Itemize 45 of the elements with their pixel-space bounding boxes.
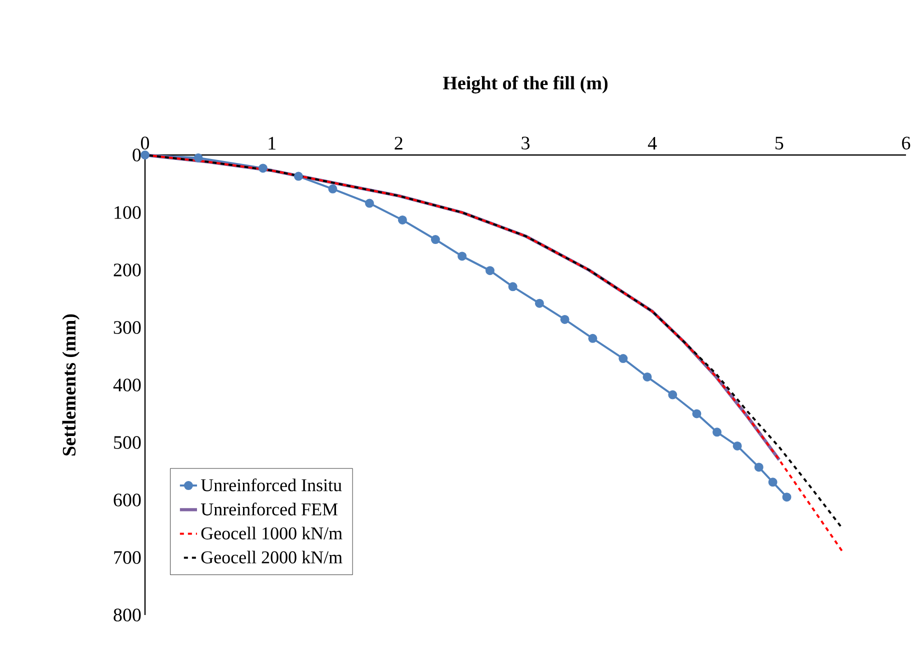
y-tick-label: 200 [114,264,141,276]
point [560,314,570,324]
point [294,172,303,181]
point [458,252,467,261]
legend-label: Geocell 1000 kN/m [201,526,342,540]
point [534,298,544,308]
point [668,390,678,400]
point [692,409,702,418]
x-tick-label: 3 [522,136,530,150]
y-tick-label: 600 [114,494,141,506]
point [140,150,150,160]
x-tick-label: 4 [648,136,657,150]
legend-label: Unreinforced FEM [200,502,338,516]
y-tick-label: 100 [114,206,141,219]
legend-label: Geocell 2000 kN/m [201,550,342,564]
x-tick-label: 6 [902,136,910,150]
y-tick-label: 700 [114,551,141,564]
point [365,198,374,208]
point [618,354,628,364]
point [732,441,742,450]
x-tick-label: 1 [268,136,276,150]
point [642,372,652,382]
x-tick-label: 0 [140,136,150,150]
y-tick-label: 300 [114,321,141,334]
legend-label: Unreinforced Insitu [200,478,342,492]
point [768,478,778,487]
x-tick-label: 5 [776,136,784,150]
point [194,153,203,162]
y-tick-label: 400 [113,378,141,392]
x-axis-title: Height of the fill (m) [442,76,608,94]
point [754,462,764,472]
y-tick-label: 800 [114,608,141,622]
point [588,334,598,343]
point [430,235,440,244]
point [712,428,722,437]
point [508,282,518,292]
point [782,492,792,502]
point [258,164,268,173]
y-tick-label: 0 [132,148,141,162]
y-axis-title: Settlements (mm) [62,314,80,456]
point [485,266,494,276]
point [328,184,338,194]
point [398,215,407,224]
x-tick-label: 2 [394,136,402,150]
y-tick-label: 500 [114,436,141,449]
